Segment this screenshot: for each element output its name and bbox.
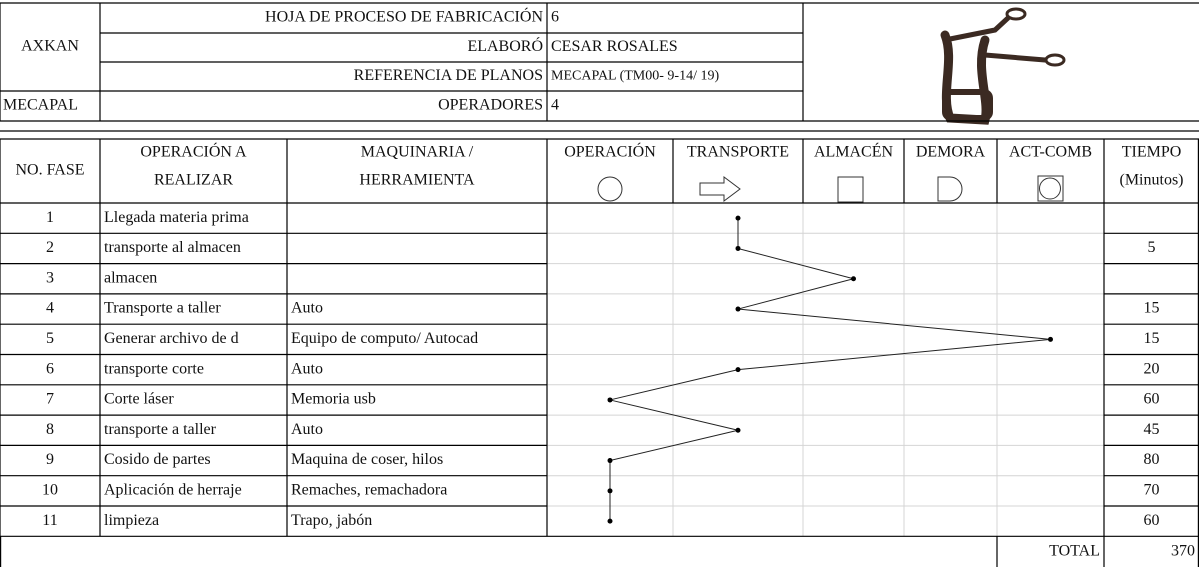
flow-point — [1048, 336, 1053, 342]
operation: Cosido de partes — [104, 451, 211, 468]
storage-symbol — [837, 176, 864, 203]
combined-symbol — [1037, 175, 1064, 202]
phase-number: 9 — [46, 451, 54, 468]
column-header: DEMORA — [916, 144, 986, 161]
phase-number: 6 — [46, 360, 54, 377]
field-label: OPERADORES — [438, 97, 543, 114]
time: 45 — [1144, 421, 1160, 438]
symbols — [597, 175, 1064, 203]
phase-number: 7 — [46, 391, 54, 408]
operation: transporte a taller — [104, 421, 217, 438]
field-value: 6 — [551, 9, 559, 26]
column-header: TRANSPORTE — [687, 144, 789, 161]
transport-symbol — [699, 176, 741, 202]
phase-number: 5 — [46, 330, 54, 347]
machinery: Auto — [291, 421, 323, 438]
company: AXKAN — [21, 38, 79, 55]
flow-point — [607, 397, 613, 403]
field-label: REFERENCIA DE PLANOS — [354, 67, 543, 84]
time: 60 — [1144, 391, 1160, 408]
column-header: (Minutos) — [1120, 172, 1184, 189]
time: 15 — [1144, 330, 1160, 347]
phase-number: 2 — [46, 239, 54, 256]
time: 80 — [1144, 451, 1160, 468]
field-value: 4 — [551, 97, 559, 114]
flow-point — [735, 245, 741, 251]
column-header: ALMACÉN — [814, 142, 894, 161]
operation: almacen — [104, 269, 157, 286]
flow-point — [607, 518, 613, 524]
flow-point — [735, 427, 741, 433]
column-header: REALIZAR — [154, 172, 233, 189]
time: 60 — [1144, 512, 1160, 529]
time: 5 — [1148, 239, 1156, 256]
operation: Llegada materia prima — [104, 209, 249, 226]
time: 70 — [1144, 482, 1160, 499]
machinery: Maquina de coser, hilos — [291, 451, 443, 468]
total-value: 370 — [1171, 542, 1195, 559]
column-header: ACT-COMB — [1009, 144, 1092, 161]
product-image — [940, 7, 1066, 125]
time: 20 — [1144, 360, 1160, 377]
operation: Aplicación de herraje — [104, 482, 242, 499]
column-header: TIEMPO — [1122, 144, 1182, 161]
field-value: MECAPAL (TM00- 9-14/ 19) — [551, 69, 719, 84]
operation-symbol — [597, 176, 623, 202]
column-header: MAQUINARIA / — [361, 144, 474, 161]
machinery: Memoria usb — [291, 391, 376, 408]
phase-number: 10 — [42, 482, 58, 499]
phase-number: 1 — [46, 209, 54, 226]
field-value: CESAR ROSALES — [551, 38, 678, 55]
machinery: Remaches, remachadora — [291, 482, 447, 499]
machinery: Trapo, jabón — [291, 512, 372, 529]
machinery: Equipo de computo/ Autocad — [291, 330, 478, 347]
column-header: OPERACIÓN — [564, 142, 656, 161]
phase-number: 4 — [46, 300, 54, 317]
operation: Transporte a taller — [104, 300, 221, 317]
total-label: TOTAL — [1049, 542, 1100, 559]
field-label: HOJA DE PROCESO DE FABRICACIÓN — [265, 7, 543, 26]
phase-number: 8 — [46, 421, 54, 438]
product: MECAPAL — [3, 97, 78, 114]
phase-number: 11 — [42, 512, 57, 529]
time: 15 — [1144, 300, 1160, 317]
combined-symbol-circle — [1039, 177, 1061, 200]
operation: transporte corte — [104, 360, 204, 377]
column-header: OPERACIÓN A — [140, 142, 247, 161]
flow-point — [735, 367, 741, 373]
operation: Corte láser — [104, 391, 174, 408]
flow-point — [607, 458, 613, 464]
flow-point — [735, 215, 741, 221]
delay-symbol — [937, 176, 963, 202]
phase-number: 3 — [46, 269, 54, 286]
flow-point — [735, 306, 741, 312]
operation: Generar archivo de d — [104, 330, 239, 347]
operation: limpieza — [104, 512, 159, 529]
machinery: Auto — [291, 300, 323, 317]
column-header: HERRAMIENTA — [359, 172, 475, 189]
operation: transporte al almacen — [104, 239, 241, 256]
flow-point — [851, 276, 856, 282]
field-label: ELABORÓ — [467, 36, 543, 55]
column-header: NO. FASE — [15, 162, 84, 179]
flow-point — [607, 488, 613, 494]
machinery: Auto — [291, 360, 323, 377]
